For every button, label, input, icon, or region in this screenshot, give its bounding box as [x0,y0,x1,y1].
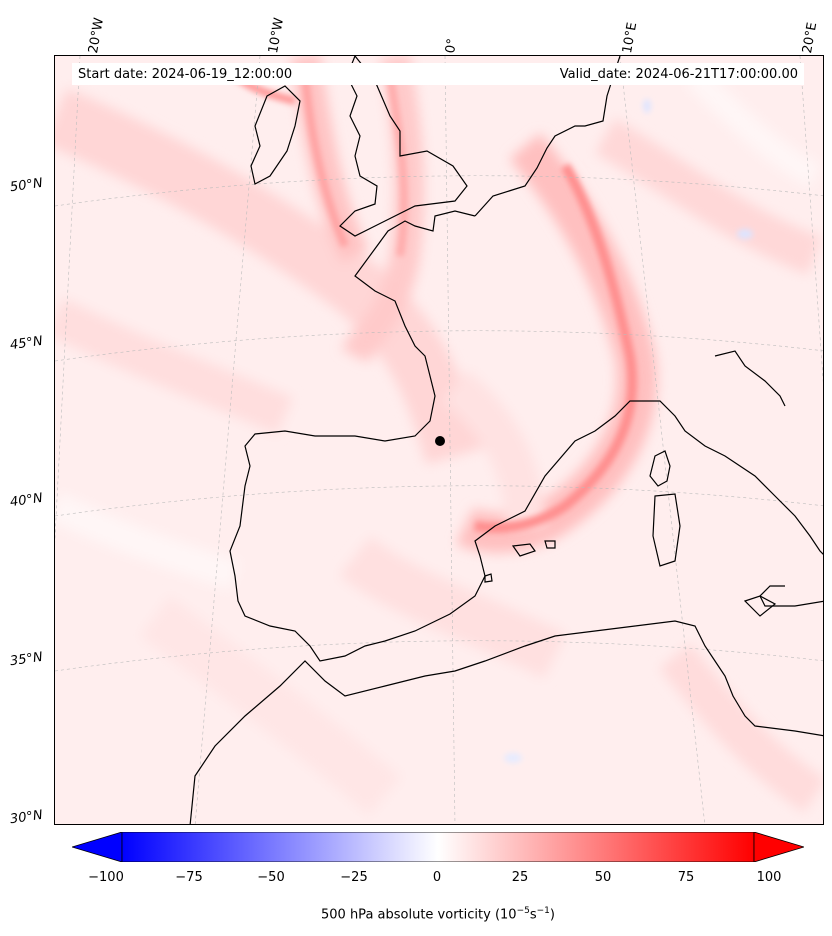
colorbar-tick: 25 [511,870,529,885]
coast-north-africa [189,620,823,824]
start-date-label: Start date: 2024-06-19_12:00:00 [78,67,293,82]
coast-corsica [649,450,671,487]
colorbar-tick: 0 [432,870,442,885]
graticule [55,56,823,824]
coastlines [189,56,823,824]
lon-label-20e: 20°E [800,21,821,55]
coast-ireland [250,85,301,185]
coast-italy-east [714,350,823,607]
colorbar-min-arrow [72,832,123,862]
colorbar-tick: 100 [756,870,782,885]
colorbar-tick: −75 [175,870,203,885]
lat-label-40n: 40°N [9,490,44,511]
lon-label-10w: 10°W [266,16,288,55]
colorbar-tick: −50 [257,870,285,885]
coast-continent [229,56,823,662]
coast-great-britain [339,56,468,237]
location-marker [435,436,445,446]
lat-label-35n: 35°N [9,649,44,670]
lon-label-20w: 20°W [86,16,108,55]
coast-sardinia [652,493,681,567]
colorbar-tick: −25 [340,870,368,885]
colorbar-tick: 50 [594,870,612,885]
date-header-box [72,63,804,85]
lon-label-0: 0° [443,37,461,55]
colorbar-gradient [121,832,755,862]
lon-label-10e: 10°E [620,21,641,55]
coast-balearics [484,540,556,583]
lat-label-45n: 45°N [9,333,44,354]
colorbar-tick: −100 [88,870,124,885]
colorbar [72,832,804,862]
lat-label-30n: 30°N [9,807,44,828]
colorbar-label: 500 hPa absolute vorticity (10−5s−1) [321,906,555,923]
colorbar-max-arrow [753,832,804,862]
vorticity-map [55,56,823,824]
coast-sicily [743,595,777,617]
lat-label-50n: 50°N [9,175,44,196]
colorbar-tick: 75 [677,870,695,885]
map-panel [54,55,824,825]
valid-date-label: Valid_date: 2024-06-21T17:00:00.00 [559,67,798,82]
